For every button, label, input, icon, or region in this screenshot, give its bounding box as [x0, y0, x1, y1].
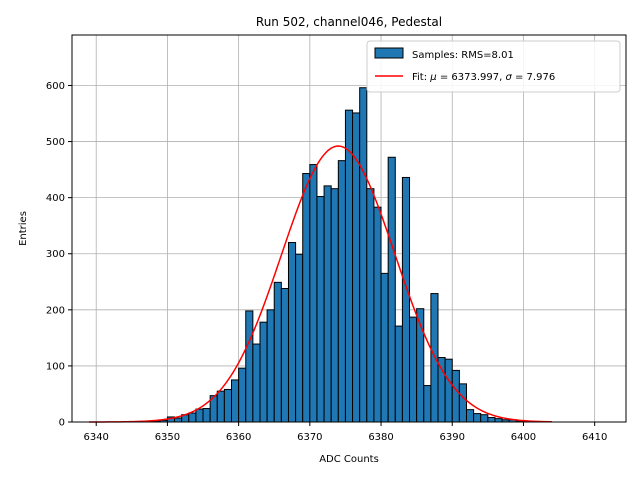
histogram-bar-6382: [394, 325, 403, 423]
histogram-bar-6360: [238, 367, 247, 423]
x-tick-label-6410: 6410: [582, 432, 607, 443]
histogram-bar-6351: [174, 417, 183, 423]
legend-fit-sigma-symbol: σ: [505, 72, 512, 83]
histogram-bar-6396: [494, 418, 503, 423]
histogram-bar-6355: [202, 408, 211, 423]
x-tick-label-6390: 6390: [440, 432, 465, 443]
x-axis-label: ADC Counts: [319, 454, 379, 465]
y-tick-label-300: 300: [46, 249, 65, 260]
chart-title: Run 502, channel046, Pedestal: [256, 15, 442, 29]
legend-label-samples: Samples: RMS=8.01: [412, 50, 514, 61]
histogram-bar-6353: [188, 412, 197, 423]
y-tick-label-600: 600: [46, 81, 65, 92]
histogram-bar-6358: [223, 388, 233, 423]
histogram-bar-6366: [280, 288, 289, 423]
histogram-bar-6370: [309, 164, 318, 423]
histogram-bar-6374: [337, 160, 346, 423]
y-tick-label-100: 100: [46, 361, 65, 372]
x-tick-label-6350: 6350: [155, 432, 180, 443]
y-tick-label-0: 0: [59, 418, 65, 429]
x-axis-ticks: 6340 6350 6360 6370 6380 6390 6400 6410: [83, 422, 607, 443]
fit-curve: [89, 145, 552, 423]
legend-label-fit: Fit: μ = 6373.997, σ = 7.976: [412, 72, 555, 83]
y-tick-label-500: 500: [46, 137, 65, 148]
x-tick-label-6340: 6340: [83, 432, 108, 443]
histogram-bar-6392: [465, 409, 475, 423]
histogram-bar-6361: [245, 310, 254, 423]
y-tick-label-400: 400: [46, 193, 65, 204]
y-axis-label: Entries: [18, 211, 29, 246]
histogram-bar-6359: [231, 379, 240, 423]
histogram-bar-6363: [259, 321, 268, 423]
histogram-bar-6354: [195, 408, 204, 423]
x-tick-label-6400: 6400: [511, 432, 536, 443]
histogram-bar-6379: [373, 206, 382, 423]
histogram-bar-6386: [423, 385, 432, 423]
legend: Samples: RMS=8.01 Fit: μ = 6373.997, σ =…: [366, 40, 621, 93]
histogram-bar-6375: [344, 109, 354, 423]
legend-fit-sigma-value: = 7.976: [512, 72, 555, 83]
histogram-bar-6371: [316, 196, 325, 423]
histogram-bar-6367: [287, 242, 297, 423]
histogram-bar-6381: [387, 156, 396, 423]
legend-fit-mu-symbol: μ: [429, 72, 436, 83]
histogram-bar-6364: [266, 309, 275, 423]
histogram-bar-6372: [323, 185, 332, 423]
histogram-bar-6383: [401, 176, 411, 423]
histogram-bar-6395: [487, 417, 496, 423]
plot-frame: [71, 34, 627, 423]
y-tick-label-200: 200: [46, 305, 65, 316]
histogram-bar-6368: [295, 253, 304, 423]
histogram-bar-6357: [216, 390, 225, 423]
histogram-bar-6365: [273, 281, 282, 423]
legend-fit-prefix: Fit:: [412, 72, 430, 83]
legend-box: [366, 40, 621, 93]
legend-swatch-samples: [374, 47, 404, 59]
histogram-bar-6380: [380, 272, 389, 423]
histogram-bar-6391: [458, 383, 467, 423]
histogram-bar-6384: [409, 316, 418, 423]
x-tick-label-6370: 6370: [297, 432, 322, 443]
histogram-bar-6389: [444, 358, 453, 423]
x-tick-label-6360: 6360: [226, 432, 251, 443]
y-axis-ticks: 0 100 200 300 400 500 600: [46, 81, 72, 429]
legend-fit-mu-value: = 6373.997,: [437, 72, 506, 83]
histogram-bar-6393: [473, 413, 482, 423]
histogram-bar-6394: [480, 414, 489, 423]
histogram-bar-6377: [359, 87, 368, 423]
histogram-bar-6373: [330, 188, 339, 423]
histogram-bar-6378: [366, 188, 375, 423]
histogram-bar-6390: [451, 369, 460, 423]
x-tick-label-6380: 6380: [368, 432, 393, 443]
histogram-bar-6369: [302, 173, 311, 423]
histogram-bar-6362: [252, 343, 261, 423]
histogram-bar-6388: [437, 357, 446, 423]
